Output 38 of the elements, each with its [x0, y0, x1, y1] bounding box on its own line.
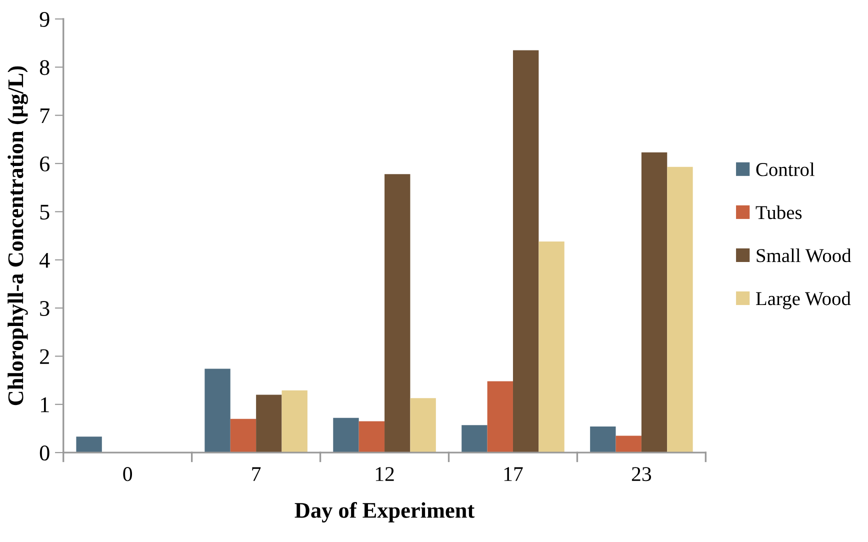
x-tick-label: 0 — [123, 467, 132, 482]
bar — [358, 421, 385, 453]
legend-label: Tubes — [756, 205, 802, 220]
y-axis-title: Chlorophyll-a Concentration (µg/L) — [8, 66, 28, 406]
y-tick-label: 9 — [40, 12, 50, 27]
bar — [641, 152, 668, 453]
bar — [410, 398, 436, 453]
legend-label: Large Wood — [756, 292, 851, 310]
x-tick-label: 23 — [632, 467, 652, 482]
y-tick-label: 2 — [40, 349, 49, 364]
bar — [590, 426, 616, 453]
legend-label: Control — [756, 162, 814, 176]
x-tick-label: 7 — [252, 467, 261, 481]
x-axis-title: Day of Experiment — [294, 502, 475, 522]
y-tick-label: 5 — [40, 204, 50, 220]
bar — [512, 50, 539, 453]
bar — [384, 174, 410, 453]
legend-label: Small Wood — [756, 248, 852, 262]
x-tick-label: 12 — [376, 467, 394, 481]
y-tick-label: 3 — [40, 301, 50, 316]
y-tick-label: 0 — [40, 446, 50, 460]
y-tick-label: 1 — [41, 397, 49, 412]
y-tick-label: 7 — [40, 108, 50, 124]
bar — [230, 418, 256, 453]
bar — [667, 166, 693, 453]
y-tick-label: 8 — [40, 60, 50, 76]
bar — [333, 418, 359, 453]
bar — [282, 390, 308, 453]
y-tick-label: 4 — [39, 252, 50, 268]
bar — [538, 242, 564, 453]
bar — [204, 368, 230, 453]
x-tick-label: 17 — [504, 467, 523, 481]
bar — [256, 394, 282, 453]
y-tick-label: 6 — [40, 156, 50, 172]
bar — [616, 436, 642, 453]
bar — [76, 436, 102, 453]
bar — [487, 381, 513, 453]
bar — [462, 425, 488, 453]
